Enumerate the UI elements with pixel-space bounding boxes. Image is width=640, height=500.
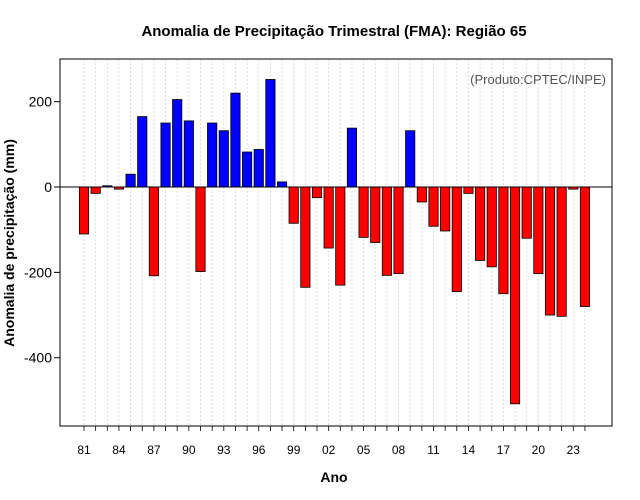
x-tick-label: 17 xyxy=(497,443,511,457)
bar-2008 xyxy=(393,186,404,275)
y-tick-label: 200 xyxy=(29,94,53,110)
bar-2010 xyxy=(416,186,427,203)
x-axis-label: Ano xyxy=(320,469,347,485)
y-axis: -400 -200 0 200 xyxy=(24,94,60,366)
x-axis: 81 84 87 90 93 96 99 02 05 08 11 14 17 20 23 xyxy=(77,426,586,457)
bar-2004 xyxy=(346,127,357,188)
bar-2006 xyxy=(370,186,381,243)
bar-1997 xyxy=(265,79,276,188)
bar-1985 xyxy=(125,173,136,188)
bar-1998 xyxy=(276,181,288,188)
bar-1981 xyxy=(78,186,90,235)
x-tick-label: 96 xyxy=(252,443,266,457)
bar-2005 xyxy=(358,186,369,238)
x-tick-label: 93 xyxy=(217,443,231,457)
bar-2016 xyxy=(486,186,497,268)
x-tick-label: 20 xyxy=(532,443,546,457)
y-tick-label: -400 xyxy=(24,350,52,366)
bar-2011 xyxy=(428,186,439,227)
y-axis-label: Anomalia de precipitação (mm) xyxy=(1,139,17,347)
x-tick-label: 81 xyxy=(77,443,91,457)
bar-1987 xyxy=(148,186,159,277)
bar-2014 xyxy=(463,186,474,194)
x-tick-label: 14 xyxy=(462,443,476,457)
y-tick-label: -200 xyxy=(24,264,52,280)
grid-lines xyxy=(83,59,586,426)
x-tick-label: 11 xyxy=(427,443,440,457)
bar-2015 xyxy=(475,186,486,261)
bar-1994 xyxy=(230,92,241,188)
x-tick-label: 90 xyxy=(182,443,196,457)
bar-1982 xyxy=(90,186,101,194)
bar-1995 xyxy=(242,151,253,188)
bar-1993 xyxy=(218,130,229,188)
bar-2003 xyxy=(335,186,346,286)
bar-2012 xyxy=(440,186,451,232)
x-tick-label: 08 xyxy=(392,443,406,457)
bar-2019 xyxy=(521,186,532,239)
bar-2001 xyxy=(311,186,323,199)
bar-2022 xyxy=(556,186,567,317)
x-tick-label: 02 xyxy=(322,443,336,457)
bar-2009 xyxy=(405,130,416,188)
bar-2020 xyxy=(533,186,544,275)
bar-1989 xyxy=(172,99,183,188)
x-tick-label: 84 xyxy=(112,443,126,457)
bar-1996 xyxy=(253,149,264,188)
bar-1999 xyxy=(288,186,299,224)
y-tick-label: 0 xyxy=(44,179,52,195)
bar-1991 xyxy=(195,186,206,272)
bar-2018 xyxy=(509,186,521,405)
bar-2024 xyxy=(579,186,590,307)
bar-2007 xyxy=(381,186,392,276)
bar-1992 xyxy=(207,122,218,188)
bar-2021 xyxy=(544,186,556,316)
x-tick-label: 23 xyxy=(567,443,581,457)
bar-1986 xyxy=(137,116,148,188)
bar-2002 xyxy=(323,186,334,249)
plot-frame xyxy=(59,58,613,427)
bar-2000 xyxy=(300,186,311,288)
x-tick-label: 05 xyxy=(357,443,371,457)
bar-2017 xyxy=(498,186,509,295)
bar-2013 xyxy=(451,186,462,292)
x-tick-label: 87 xyxy=(147,443,161,457)
x-tick-label: 99 xyxy=(287,443,301,457)
credit-text: (Produto:CPTEC/INPE) xyxy=(470,72,606,87)
bar-1990 xyxy=(183,120,194,188)
chart-title: Anomalia de Precipitação Trimestral (FMA… xyxy=(141,23,526,40)
bar-1988 xyxy=(160,122,171,188)
bars-group xyxy=(78,79,590,405)
